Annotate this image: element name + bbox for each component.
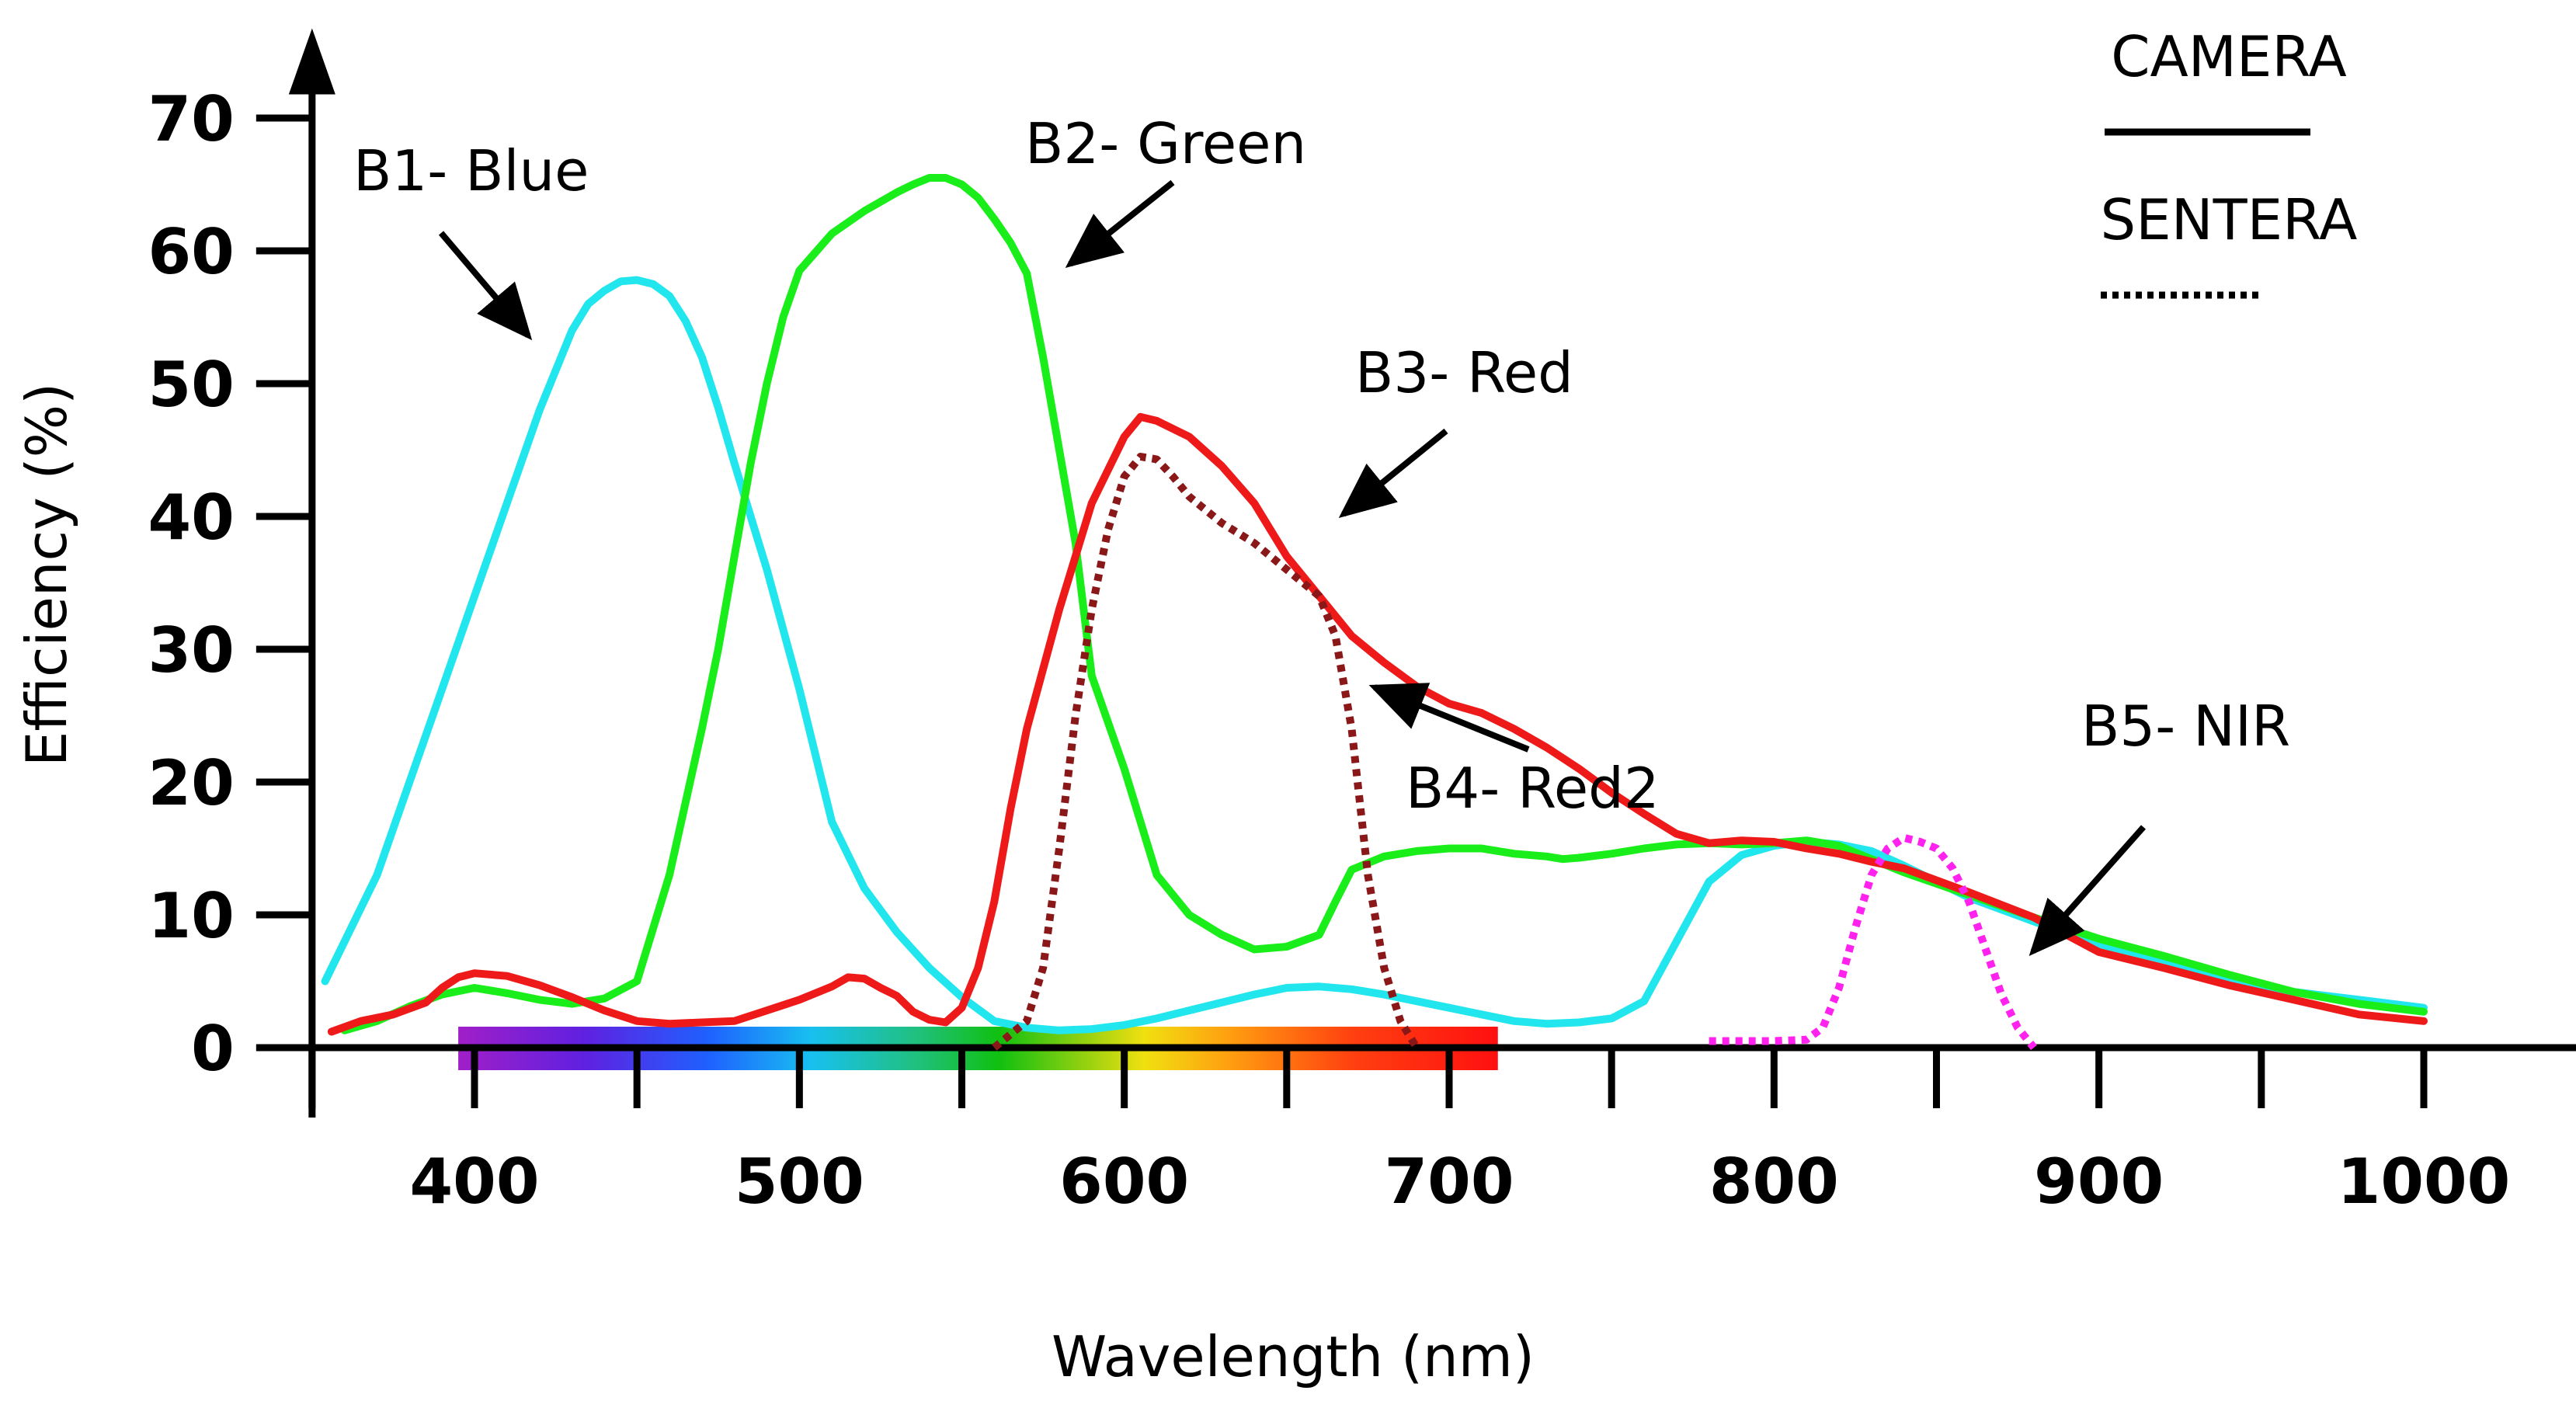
x-tick-label-600: 600 (1059, 1145, 1189, 1218)
annotation-b5-nir: B5- NIR (2081, 694, 2290, 759)
annotation-b2-green: B2- Green (1025, 111, 1306, 176)
x-axis-title: Wavelength (nm) (1052, 1324, 1535, 1389)
legend: CAMERA SENTERA (2101, 24, 2358, 299)
legend-camera-label: CAMERA (2111, 24, 2347, 89)
y-tick-label-20: 20 (148, 747, 235, 819)
arrow-b5-nir (2028, 825, 2146, 956)
y-tick-label-30: 30 (148, 614, 235, 687)
arrow-b3-red (1338, 428, 1448, 519)
arrow-b1-blue (438, 231, 533, 341)
y-tick-label-60: 60 (148, 216, 235, 288)
series-line-b4-red2 (992, 453, 1420, 1051)
y-tick-label-0: 0 (191, 1013, 235, 1085)
y-axis-title: Efficiency (%) (14, 383, 79, 767)
x-tick-label-700: 700 (1385, 1145, 1514, 1218)
x-tick-label-900: 900 (2034, 1145, 2164, 1218)
annotation-b4-red2: B4- Red2 (1406, 756, 1660, 821)
series-line-b2-green (340, 174, 2428, 1034)
y-tick-label-10: 10 (148, 880, 235, 952)
y-tick-label-40: 40 (148, 481, 235, 554)
annotation-b3-red: B3- Red (1355, 340, 1573, 405)
annotation-b1-blue: B1- Blue (353, 138, 589, 203)
x-tick-label-1000: 1000 (2338, 1145, 2511, 1218)
y-axis-arrowhead (288, 28, 335, 95)
x-tick-label-400: 400 (410, 1145, 540, 1218)
arrow-b4-red2 (1368, 683, 1530, 753)
series-line-b3-red (327, 412, 2428, 1036)
y-tick-label-50: 50 (148, 349, 235, 421)
legend-sentera-label: SENTERA (2101, 187, 2358, 252)
x-tick-label-800: 800 (1709, 1145, 1839, 1218)
y-tick-label-70: 70 (148, 83, 235, 155)
arrow-b2-green (1065, 179, 1175, 268)
x-tick-label-500: 500 (735, 1145, 864, 1218)
series-line-b5-nir (1709, 833, 2037, 1051)
